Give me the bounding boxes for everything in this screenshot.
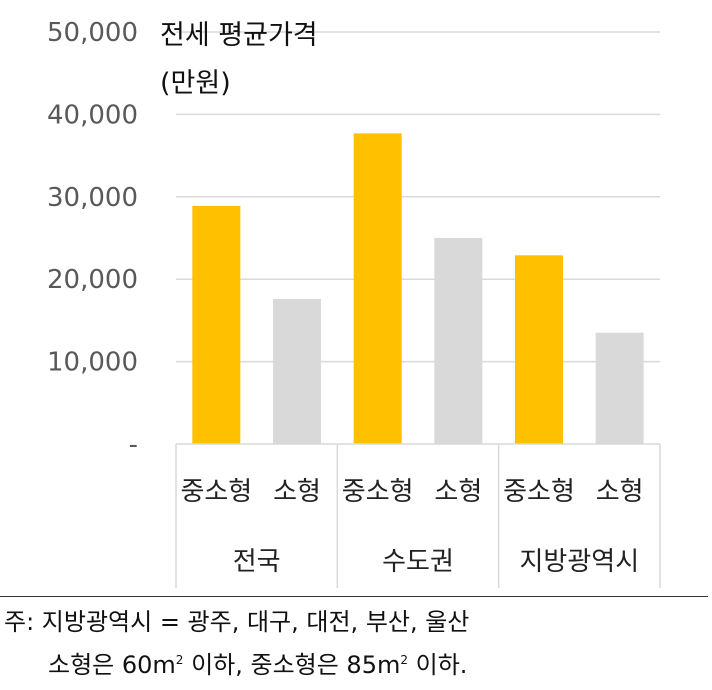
y-tick-label: 50,000 — [47, 18, 138, 48]
footnote-text-2c: 이하. — [408, 651, 468, 679]
bar — [192, 205, 241, 444]
y-tick-label: 30,000 — [47, 183, 138, 213]
bar — [353, 133, 402, 445]
category-label: 중소형 — [503, 477, 575, 507]
y-tick-label: 40,000 — [47, 100, 138, 130]
footnote-text-2a: 소형은 60m — [48, 651, 176, 679]
category-axis-lines — [175, 443, 661, 588]
y-tick-label: 20,000 — [47, 265, 138, 295]
bar — [434, 238, 483, 444]
group-labels: 전국 수도권 지방광역시 — [233, 547, 639, 577]
y-tick-label: - — [129, 430, 138, 460]
bar — [595, 332, 644, 444]
category-label: 소형 — [434, 477, 482, 507]
category-label: 중소형 — [180, 477, 252, 507]
footnote-line-1: 주: 지방광역시 = 광주, 대구, 대전, 부산, 울산 — [4, 602, 469, 637]
bar — [515, 255, 563, 444]
bar — [273, 298, 321, 444]
footnote-divider — [0, 596, 708, 597]
category-label: 소형 — [596, 477, 644, 507]
category-label: 소형 — [273, 477, 321, 507]
y-axis-label-line1: 전세 평균가격 — [160, 20, 318, 51]
footnote-sup-2: 2 — [400, 653, 408, 667]
y-axis-ticks: - 10,000 20,000 30,000 40,000 50,000 — [47, 18, 138, 460]
y-tick-label: 10,000 — [47, 348, 138, 378]
group-label: 지방광역시 — [520, 547, 640, 577]
bars — [192, 133, 644, 445]
footnote-line-2: 소형은 60m2 이하, 중소형은 85m2 이하. — [48, 645, 467, 680]
category-label: 중소형 — [342, 477, 414, 507]
footnote-text-1: 주: 지방광역시 = 광주, 대구, 대전, 부산, 울산 — [4, 608, 470, 636]
gridlines — [176, 31, 660, 363]
y-axis-label-line2: (만원) — [160, 68, 231, 99]
category-labels: 중소형 소형 중소형 소형 중소형 소형 — [180, 477, 643, 507]
footnote-sup-1: 2 — [175, 653, 184, 667]
group-label: 전국 — [233, 547, 281, 577]
footnote-text-2b: 이하, 중소형은 85m — [183, 651, 401, 679]
group-label: 수도권 — [382, 547, 454, 577]
